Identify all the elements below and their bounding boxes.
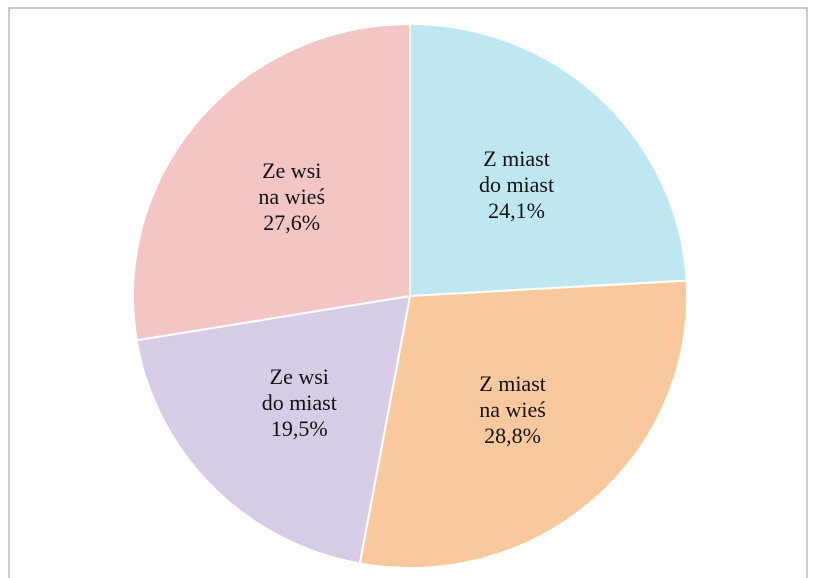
slice-label: Ze wsi na wieś 27,6% (258, 158, 325, 236)
pie-slice (135, 294, 412, 565)
slice-category: Ze wsi do miast (261, 363, 337, 415)
slice-label: Ze wsi do miast 19,5% (262, 364, 337, 442)
slice-category: Z miast do miast (478, 146, 555, 198)
slice-label: Z miast na wieś 28,8% (479, 371, 546, 449)
slice-value: 24,1% (488, 198, 545, 224)
slice-label: Z miast do miast 24,1% (479, 146, 554, 224)
slice-value: 19,5% (270, 415, 328, 441)
pie-slice (409, 22, 688, 298)
slice-category: Z miast na wieś (479, 371, 546, 423)
pie-slice (358, 279, 688, 569)
slice-value: 28,8% (484, 423, 541, 449)
slice-value: 27,6% (263, 210, 321, 236)
slice-category: Ze wsi na wieś (258, 158, 326, 210)
pie-slice (132, 22, 411, 342)
